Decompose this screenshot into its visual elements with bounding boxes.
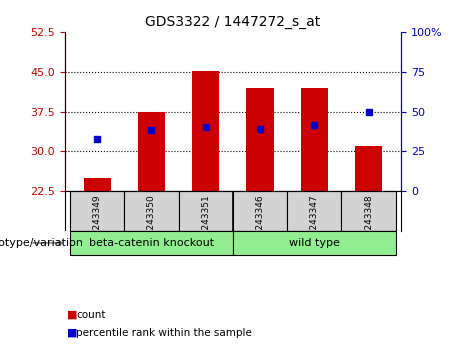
Bar — [301, 88, 328, 191]
Text: ■: ■ — [67, 310, 77, 320]
Bar — [178, 191, 233, 231]
Bar — [355, 146, 382, 191]
Text: GSM243347: GSM243347 — [310, 194, 319, 249]
Text: GSM243350: GSM243350 — [147, 194, 156, 249]
Bar — [233, 231, 396, 255]
Text: GSM243349: GSM243349 — [93, 194, 101, 249]
Bar — [192, 71, 219, 191]
Text: GSM243351: GSM243351 — [201, 194, 210, 249]
Text: genotype/variation: genotype/variation — [0, 238, 83, 248]
Bar — [70, 191, 124, 231]
Bar — [246, 88, 273, 191]
Bar — [233, 191, 287, 231]
Bar — [83, 178, 111, 191]
Title: GDS3322 / 1447272_s_at: GDS3322 / 1447272_s_at — [145, 16, 320, 29]
Text: GSM243348: GSM243348 — [364, 194, 373, 249]
Bar — [287, 191, 341, 231]
Text: percentile rank within the sample: percentile rank within the sample — [76, 328, 252, 338]
Bar — [138, 112, 165, 191]
Text: count: count — [76, 310, 106, 320]
Bar — [341, 191, 396, 231]
Text: wild type: wild type — [289, 238, 340, 248]
Bar — [124, 191, 178, 231]
Bar — [70, 231, 233, 255]
Text: GSM243346: GSM243346 — [255, 194, 265, 249]
Text: ■: ■ — [67, 328, 77, 338]
Text: beta-catenin knockout: beta-catenin knockout — [89, 238, 214, 248]
